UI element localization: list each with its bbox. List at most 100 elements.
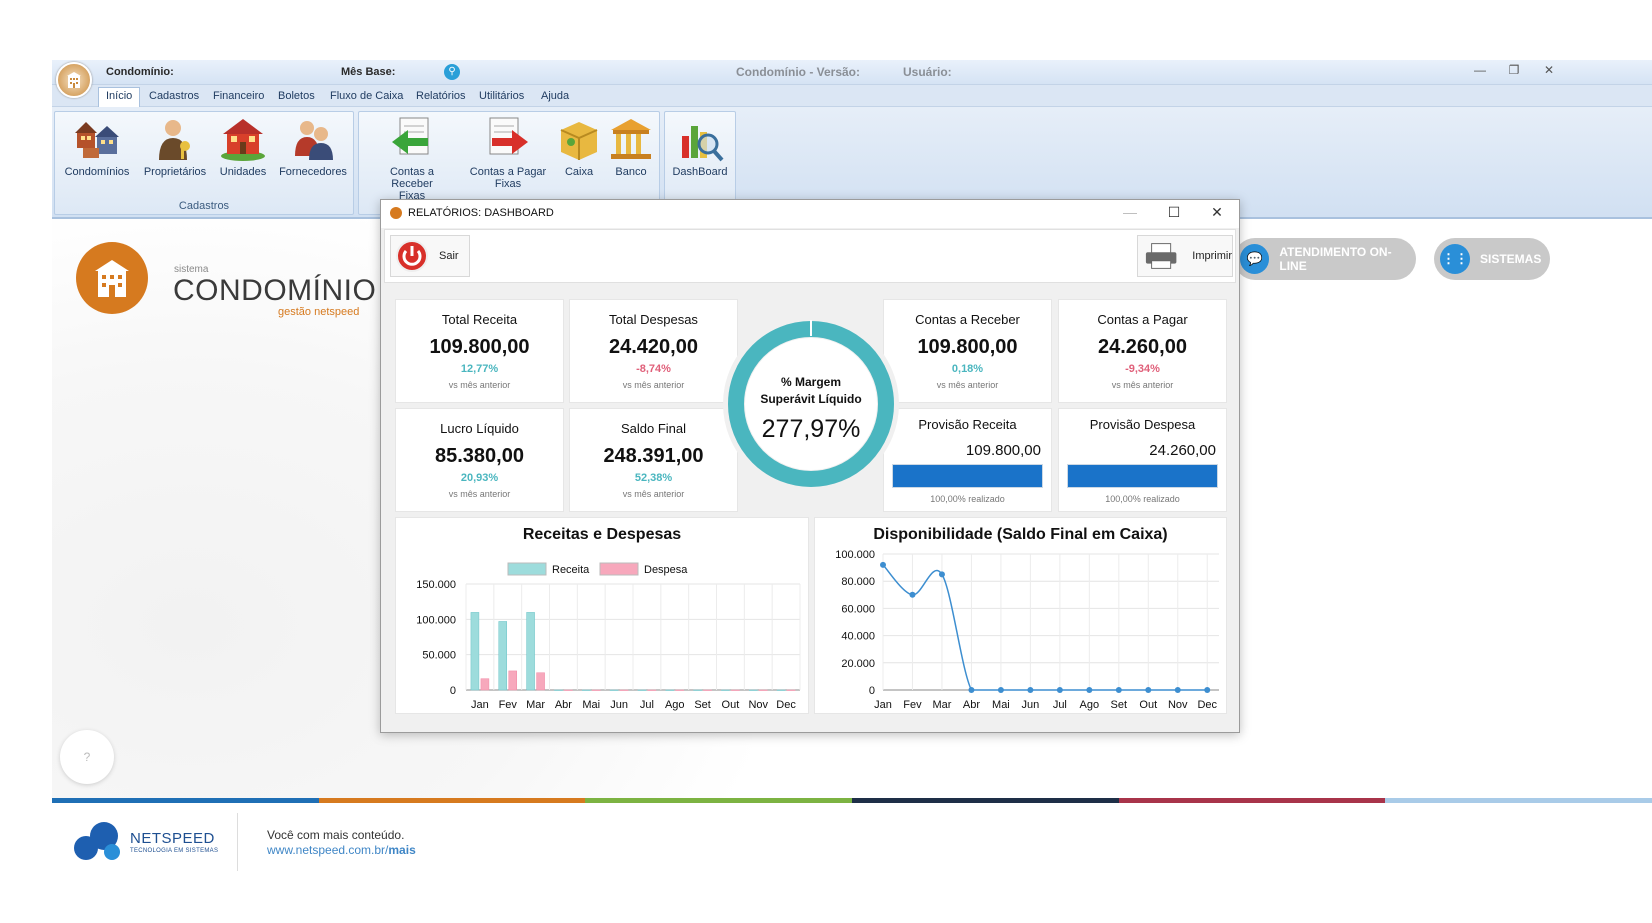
menu-fluxo-de-caixa[interactable]: Fluxo de Caixa — [330, 90, 404, 102]
banco-label: Banco — [615, 166, 647, 178]
printer-icon — [1145, 243, 1177, 269]
card-value: 248.391,00 — [603, 445, 704, 467]
contas-pagar-label-1: Contas a Pagar — [469, 166, 547, 178]
x-tick-label: Nov — [1168, 699, 1188, 711]
unidades-button[interactable]: Unidades — [205, 116, 281, 178]
proprietarios-button[interactable]: Proprietários — [137, 116, 213, 178]
atendimento-online-button[interactable]: 💬 ATENDIMENTO ON-LINE — [1234, 238, 1416, 280]
search-icon[interactable]: ⚲ — [444, 64, 460, 80]
x-tick-label: Jan — [874, 699, 892, 711]
menu-financeiro[interactable]: Financeiro — [213, 90, 265, 102]
menu-cadastros[interactable]: Cadastros — [149, 90, 200, 102]
restore-icon[interactable]: ❐ — [1508, 63, 1520, 77]
sair-button[interactable]: Sair — [390, 235, 470, 277]
bar-despesa — [647, 689, 657, 691]
document-arrow-left-icon — [392, 117, 429, 155]
receitas-despesas-chart: Receitas e Despesas Receita Despesa 0 50.00… — [395, 517, 809, 714]
sistemas-button[interactable]: ⋮⋮ SISTEMAS — [1434, 238, 1550, 280]
dashboard-label: DashBoard — [672, 166, 728, 178]
dashboard-button[interactable]: DashBoard — [662, 116, 738, 178]
unidades-label: Unidades — [219, 166, 267, 178]
app-logo-icon[interactable] — [56, 62, 92, 98]
bar-chart-svg: Receita Despesa 0 50.000 100.000 150.000 Jan Fe… — [416, 562, 801, 711]
provisao-receita-progress — [892, 464, 1043, 488]
dialog-title-bar: RELATÓRIOS: DASHBOARD — ☐ ✕ — [381, 200, 1239, 228]
chart-magnifier-icon — [682, 126, 724, 162]
menu-ajuda[interactable]: Ajuda — [541, 90, 570, 102]
bar-despesa — [675, 689, 684, 691]
card-title: Contas a Pagar — [1097, 312, 1188, 327]
legend-label: Receita — [552, 564, 590, 576]
imprimir-button[interactable]: Imprimir — [1137, 235, 1233, 277]
caixa-button[interactable]: Caixa — [551, 116, 607, 178]
contas-pagar-fixas-button[interactable]: Contas a Pagar Fixas — [465, 116, 551, 190]
people-icon — [295, 121, 333, 160]
x-tick-label: Dec — [1197, 699, 1217, 711]
brand-sistema: sistema — [174, 264, 209, 275]
card-subtitle: vs mês anterior — [448, 489, 511, 499]
mes-base-label: Mês Base: — [341, 66, 396, 78]
bar-receita — [749, 689, 758, 691]
bar-receita — [637, 689, 647, 691]
x-tick-label: Nov — [748, 699, 768, 711]
dialog-app-icon — [390, 207, 402, 219]
minimize-icon[interactable]: — — [1474, 63, 1486, 77]
lucro-liquido-card: Lucro Líquido 85.380,00 20,93% vs mês an… — [395, 408, 564, 512]
contas-receber-fixas-button[interactable]: Contas a Receber Fixas — [369, 116, 455, 202]
card-title: Total Receita — [441, 312, 518, 327]
bar-receita — [470, 612, 480, 691]
footer-slogan: Você com mais conteúdo. — [267, 828, 405, 842]
card-value: 109.800,00 — [917, 336, 1018, 358]
bar-receita — [665, 689, 674, 691]
provisao-despesa-progress — [1067, 464, 1218, 488]
data-point — [1174, 687, 1181, 693]
dialog-minimize-icon[interactable]: — — [1123, 204, 1137, 220]
y-tick-label: 150.000 — [416, 579, 456, 591]
x-tick-label: Mar — [932, 699, 951, 711]
menu-inicio[interactable]: Início — [98, 87, 141, 107]
banco-button[interactable]: Banco — [603, 116, 659, 178]
fornecedores-button[interactable]: Fornecedores — [275, 116, 351, 178]
card-title: Contas a Receber — [915, 312, 1020, 327]
bar-despesa — [508, 670, 517, 691]
bar-despesa — [731, 689, 740, 691]
app-title: Condomínio - Versão: — [736, 65, 861, 79]
usuario-label: Usuário: — [903, 65, 952, 79]
dialog-close-icon[interactable]: ✕ — [1211, 204, 1223, 220]
x-tick-label: Jan — [471, 699, 489, 711]
footer-link-bold: mais — [388, 843, 416, 857]
menu-utilitarios[interactable]: Utilitários — [479, 90, 525, 102]
atendimento-label: ATENDIMENTO ON-LINE — [1279, 245, 1392, 273]
menu-boletos[interactable]: Boletos — [278, 90, 315, 102]
person-key-icon — [159, 120, 190, 160]
condominios-button[interactable]: Condomínios — [59, 116, 135, 178]
gauge-ring — [723, 316, 899, 492]
bar-receita — [582, 689, 591, 691]
card-realizado: 100,00% realizado — [930, 494, 1005, 504]
netspeed-tagline: TECNOLOGIA EM SISTEMAS — [130, 848, 219, 854]
close-icon[interactable]: ✕ — [1543, 63, 1555, 77]
help-button[interactable]: ? — [60, 730, 114, 784]
contas-pagar-card: Contas a Pagar 24.260,00 -9,34% vs mês a… — [1058, 299, 1227, 403]
progress-fill — [1068, 465, 1217, 487]
netspeed-logo — [74, 822, 120, 860]
bar-receita — [693, 689, 702, 691]
dialog-toolbar: Sair Imprimir — [384, 229, 1236, 283]
x-tick-label: Dec — [776, 699, 796, 711]
provisao-despesa-card: Provisão Despesa 24.260,00 100,00% reali… — [1058, 408, 1227, 512]
stripe-segment — [318, 798, 587, 803]
dialog-maximize-icon[interactable]: ☐ — [1167, 204, 1181, 220]
legend-swatch — [599, 562, 639, 576]
card-subtitle: vs mês anterior — [1111, 380, 1174, 390]
disponibilidade-chart: Disponibilidade (Saldo Final em Caixa) 0… — [814, 517, 1227, 714]
x-tick-label: Set — [694, 699, 711, 711]
ribbon-group-dashboard: DashBoard — [664, 111, 736, 215]
x-tick-label: Ago — [1080, 699, 1100, 711]
card-title: Provisão Despesa — [1089, 417, 1196, 432]
footer-link[interactable]: www.netspeed.com.br/mais — [267, 843, 416, 857]
bar-receita — [526, 612, 535, 691]
menu-relatorios[interactable]: Relatórios — [416, 90, 466, 102]
bank-icon — [611, 119, 651, 159]
x-tick-label: Abr — [555, 699, 572, 711]
footer: NETSPEED TECNOLOGIA EM SISTEMAS Você com… — [52, 803, 1652, 923]
